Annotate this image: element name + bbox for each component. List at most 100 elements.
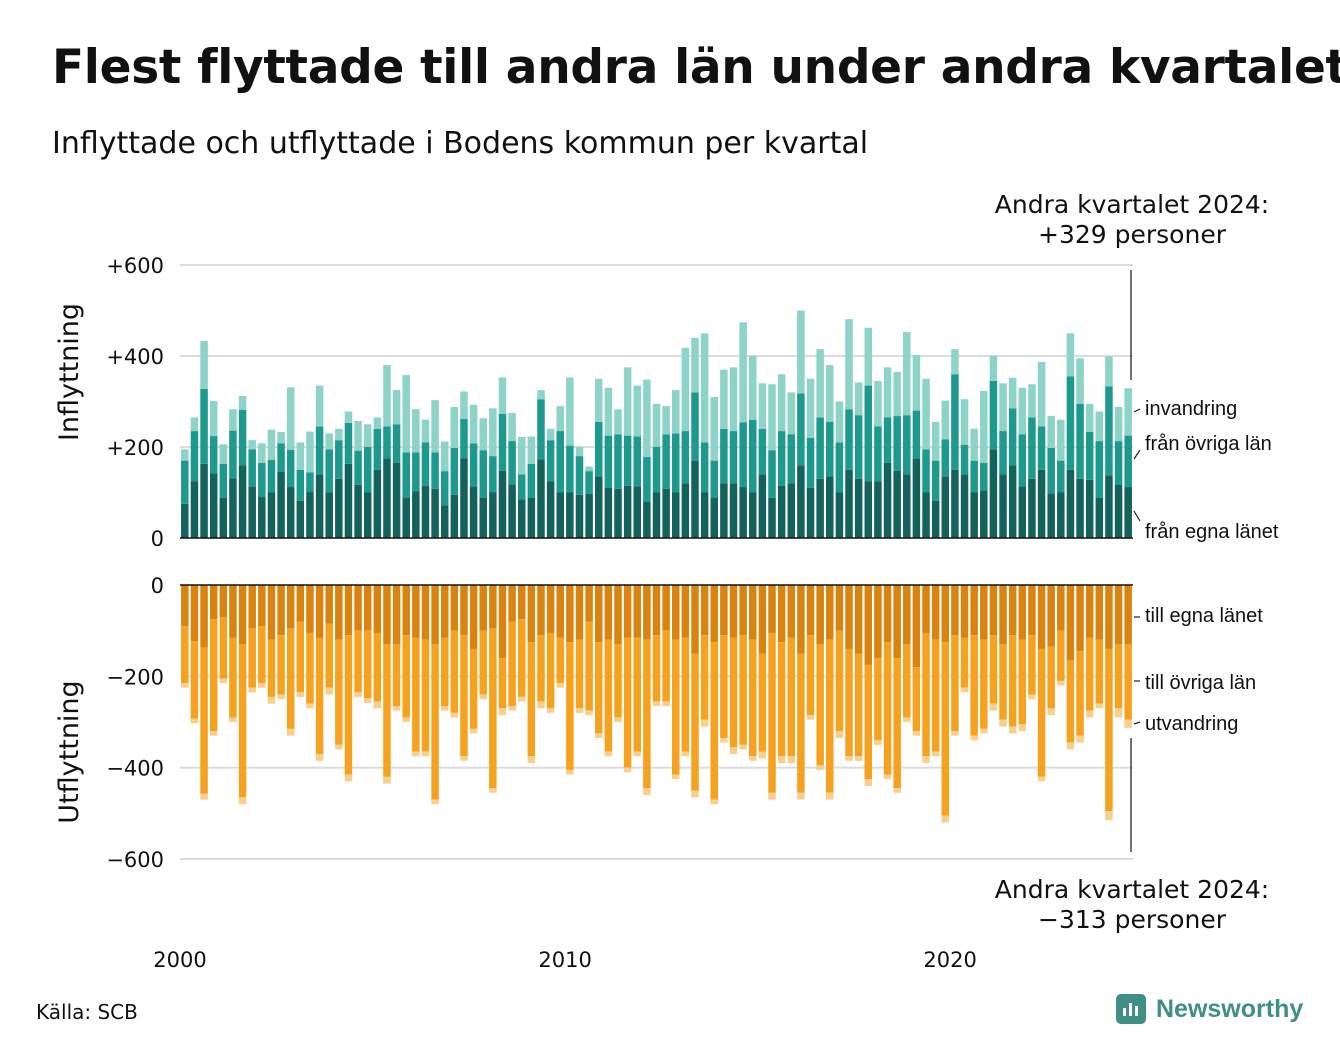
bar-out-egna-26 xyxy=(431,585,439,645)
bar-out-egna-91 xyxy=(1057,585,1065,631)
bar-in-ovriga-94 xyxy=(1085,431,1094,480)
bar-out-ovriga-33 xyxy=(498,658,507,709)
bar-out-utvandring-13 xyxy=(306,703,314,709)
bar-in-ovriga-24 xyxy=(412,452,420,492)
bar-in-egna-82 xyxy=(970,492,978,538)
bar-out-egna-97 xyxy=(1114,585,1123,645)
bar-out-ovriga-77 xyxy=(922,632,930,757)
label-in-egna-clip xyxy=(1287,515,1340,545)
bar-in-ovriga-32 xyxy=(489,456,497,493)
bar-out-egna-63 xyxy=(787,585,796,638)
top-annotation-line1: Andra kvartalet 2024: xyxy=(995,190,1269,219)
bar-in-invandring-44 xyxy=(604,387,613,436)
bar-in-egna-23 xyxy=(402,497,410,538)
bar-in-egna-73 xyxy=(883,462,892,538)
bar-out-utvandring-5 xyxy=(229,717,237,722)
bar-in-ovriga-90 xyxy=(1047,447,1055,494)
bar-out-ovriga-83 xyxy=(980,639,988,729)
bar-in-invandring-5 xyxy=(229,409,237,431)
bar-chart-logo-icon xyxy=(1116,994,1146,1024)
bar-out-ovriga-42 xyxy=(585,621,593,711)
bar-in-ovriga-35 xyxy=(517,474,526,500)
bar-out-ovriga-48 xyxy=(643,639,651,789)
leader-in-ovriga xyxy=(1133,449,1141,460)
bar-in-egna-30 xyxy=(469,486,478,538)
bar-out-ovriga-34 xyxy=(508,621,516,707)
label-out-egna: till egna länet xyxy=(1145,605,1263,627)
bar-out-egna-48 xyxy=(643,585,651,640)
bar-out-utvandring-80 xyxy=(951,731,959,736)
bar-in-egna-67 xyxy=(826,476,834,538)
bar-out-ovriga-29 xyxy=(460,635,468,757)
bar-out-egna-72 xyxy=(874,585,882,659)
bar-in-egna-33 xyxy=(498,470,507,538)
bar-in-ovriga-96 xyxy=(1105,386,1113,476)
bar-out-egna-28 xyxy=(450,585,459,631)
bar-out-ovriga-94 xyxy=(1085,637,1094,711)
bar-out-utvandring-47 xyxy=(633,751,641,757)
bar-in-invandring-31 xyxy=(479,418,487,451)
bar-in-ovriga-10 xyxy=(277,443,285,473)
bar-out-egna-8 xyxy=(258,585,266,627)
bottom-annotation-line2: −313 personer xyxy=(1038,905,1227,934)
bar-in-ovriga-62 xyxy=(777,431,786,486)
bar-out-utvandring-53 xyxy=(691,790,699,798)
bar-in-egna-41 xyxy=(575,494,584,538)
bar-in-invandring-43 xyxy=(594,378,603,422)
bar-out-ovriga-22 xyxy=(392,644,401,707)
bar-out-egna-19 xyxy=(363,585,372,631)
bar-in-ovriga-51 xyxy=(672,433,680,493)
bar-out-utvandring-60 xyxy=(758,751,767,759)
bar-out-egna-4 xyxy=(219,585,228,617)
bar-in-invandring-84 xyxy=(989,356,998,382)
bar-in-egna-25 xyxy=(421,485,430,538)
bar-in-egna-3 xyxy=(209,473,218,538)
bar-in-ovriga-93 xyxy=(1076,403,1084,479)
bar-in-invandring-60 xyxy=(758,383,767,429)
bar-in-ovriga-28 xyxy=(450,447,459,495)
bar-out-egna-46 xyxy=(623,585,632,638)
bar-out-egna-94 xyxy=(1085,585,1094,638)
bar-out-egna-20 xyxy=(373,585,382,633)
bar-out-ovriga-96 xyxy=(1105,648,1113,812)
bar-out-egna-54 xyxy=(700,585,709,636)
bar-in-egna-18 xyxy=(354,484,362,538)
bar-out-ovriga-21 xyxy=(383,644,391,777)
bar-in-ovriga-52 xyxy=(681,431,690,484)
bar-out-ovriga-68 xyxy=(835,630,844,732)
bar-in-egna-14 xyxy=(315,474,324,538)
bar-out-ovriga-40 xyxy=(566,642,574,770)
bar-in-egna-36 xyxy=(527,497,536,538)
bar-in-egna-76 xyxy=(912,458,921,539)
bar-in-invandring-66 xyxy=(816,349,824,418)
bar-in-ovriga-65 xyxy=(806,437,815,488)
bar-out-utvandring-7 xyxy=(248,687,256,693)
bar-out-egna-95 xyxy=(1095,585,1104,640)
newsworthy-logo[interactable]: Newsworthy xyxy=(1116,994,1303,1024)
bar-out-egna-89 xyxy=(1037,585,1046,649)
bar-out-ovriga-1 xyxy=(190,641,199,719)
bar-out-ovriga-75 xyxy=(903,644,911,718)
bar-out-ovriga-19 xyxy=(363,630,372,699)
bar-in-egna-35 xyxy=(517,499,526,538)
bar-in-invandring-49 xyxy=(652,403,661,447)
bar-out-utvandring-37 xyxy=(537,701,545,709)
bar-in-ovriga-48 xyxy=(643,457,651,502)
bar-out-egna-52 xyxy=(681,585,690,638)
bar-out-utvandring-36 xyxy=(527,756,536,764)
bar-out-utvandring-64 xyxy=(797,792,805,800)
bar-out-ovriga-20 xyxy=(373,632,382,702)
bar-in-ovriga-47 xyxy=(633,436,641,487)
bar-in-ovriga-44 xyxy=(604,435,613,488)
bar-in-ovriga-17 xyxy=(344,422,353,464)
bar-out-utvandring-88 xyxy=(1028,694,1036,700)
bar-out-ovriga-82 xyxy=(970,635,978,736)
bar-out-egna-7 xyxy=(248,585,256,629)
bar-in-ovriga-27 xyxy=(440,471,449,506)
bar-out-egna-9 xyxy=(267,585,276,640)
bar-in-egna-27 xyxy=(440,505,449,538)
bar-out-egna-22 xyxy=(392,585,401,645)
bar-in-invandring-83 xyxy=(980,391,988,463)
bar-in-egna-54 xyxy=(700,492,709,538)
bar-out-utvandring-90 xyxy=(1047,708,1055,716)
